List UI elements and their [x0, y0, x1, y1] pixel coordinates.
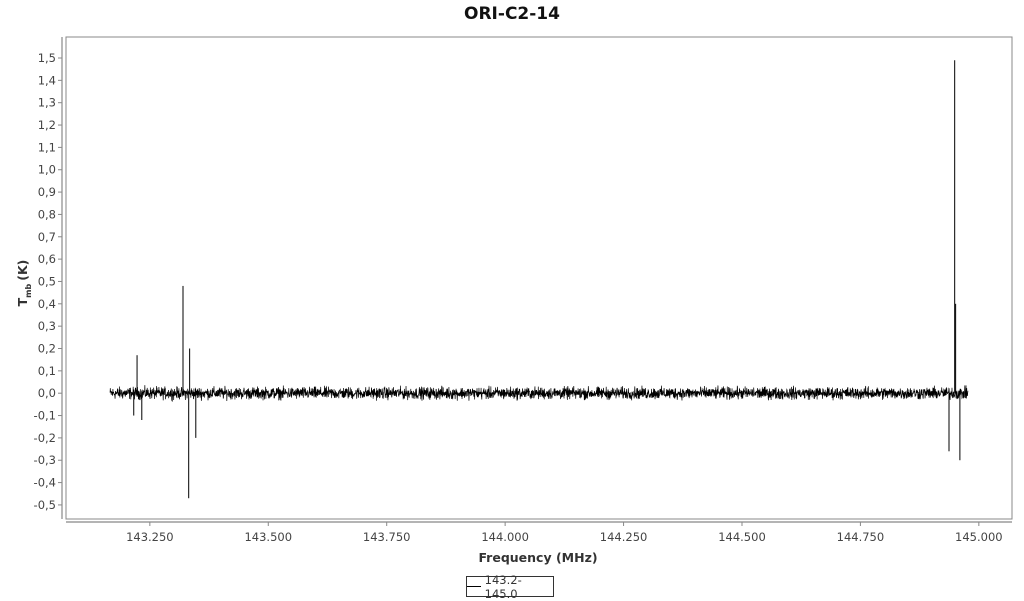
y-tick-label: 0,8 — [38, 207, 56, 221]
x-tick-label: 143.250 — [126, 530, 174, 544]
y-tick-label: 1,4 — [38, 73, 56, 87]
legend-label: 143.2-145.0 — [484, 572, 522, 601]
y-tick-label: 0,0 — [38, 386, 56, 400]
x-tick-label: 144.500 — [718, 530, 766, 544]
y-tick-label: 0,2 — [38, 342, 56, 356]
y-tick-label: 0,9 — [38, 185, 56, 199]
legend: 143.2-145.0 — [466, 573, 554, 601]
y-tick-label: 1,0 — [38, 163, 56, 177]
series-line — [109, 385, 969, 402]
y-axis-label-sub: mb — [24, 283, 33, 297]
y-tick-label: -0,2 — [34, 431, 56, 445]
x-tick-label: 144.250 — [600, 530, 648, 544]
x-tick-label: 144.750 — [837, 530, 885, 544]
y-tick-label: 0,4 — [38, 297, 56, 311]
x-tick-label: 144.000 — [481, 530, 529, 544]
y-axis-label-unit: (K) — [15, 260, 30, 281]
legend-swatch — [467, 586, 481, 587]
x-tick-label: 145.000 — [955, 530, 1003, 544]
y-tick-label: 1,5 — [38, 51, 56, 65]
x-tick-label: 143.500 — [244, 530, 292, 544]
x-axis-label: Frequency (MHz) — [478, 550, 597, 565]
y-tick-label: -0,1 — [34, 409, 56, 423]
y-tick-label: 1,3 — [38, 96, 56, 110]
y-tick-label: 0,6 — [38, 252, 56, 266]
y-tick-label: -0,3 — [34, 453, 56, 467]
y-tick-label: 0,3 — [38, 319, 56, 333]
y-tick-label: 1,1 — [38, 140, 56, 154]
x-tick-label: 143.750 — [363, 530, 411, 544]
y-axis-label: Tmb (K) — [15, 260, 33, 307]
chart-title: ORI-C2-14 — [464, 4, 560, 24]
y-tick-label: 1,2 — [38, 118, 56, 132]
y-tick-label: 0,5 — [38, 274, 56, 288]
y-tick-label: 0,1 — [38, 364, 56, 378]
y-tick-label: 0,7 — [38, 230, 56, 244]
plot-frame — [65, 36, 1013, 520]
y-tick-label: -0,5 — [34, 498, 56, 512]
y-axis-label-main: T — [15, 297, 30, 306]
y-tick-label: -0,4 — [34, 476, 56, 490]
